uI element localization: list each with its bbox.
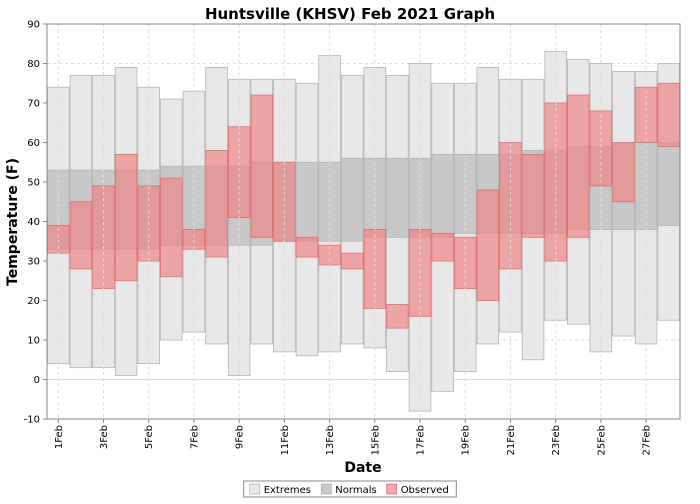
legend-swatch-observed (386, 483, 398, 495)
observed-bar (205, 149, 228, 258)
y-tick-label: 50 (27, 178, 40, 189)
normals-bar (386, 157, 409, 238)
normals-bar (431, 153, 454, 238)
x-tick-label: 15Feb (370, 425, 381, 455)
observed-bar (431, 232, 454, 262)
observed-bar (160, 177, 183, 278)
observed-bar (521, 153, 545, 238)
x-tick-label: 9Feb (235, 425, 246, 449)
legend: Extremes Normals Observed (243, 480, 457, 498)
x-tick-label: 11Feb (280, 425, 291, 455)
observed-bar (612, 142, 635, 203)
y-tick-label: 30 (27, 257, 40, 268)
observed-bar (340, 252, 364, 270)
x-tick-label: 23Feb (551, 425, 562, 455)
y-tick-label: 10 (27, 336, 40, 347)
y-axis-label: Temperature (F) (5, 158, 21, 286)
observed-bar (386, 304, 409, 329)
x-tick-label: 13Feb (325, 425, 336, 455)
x-tick-label: 5Feb (144, 425, 155, 449)
observed-series (47, 82, 680, 329)
x-tick-label: 7Feb (189, 425, 200, 449)
observed-bar (114, 153, 138, 282)
observed-bar (453, 236, 477, 290)
y-tick-label: 40 (27, 217, 40, 228)
y-tick-label: 60 (27, 138, 40, 149)
y-tick-label: 70 (27, 99, 40, 110)
observed-bar (92, 185, 115, 290)
legend-label-extremes: Extremes (264, 485, 311, 496)
normals-bar (295, 161, 319, 242)
y-tick-label: 20 (27, 296, 40, 307)
x-axis-label: Date (344, 460, 381, 476)
x-tick-label: 1Feb (54, 425, 65, 449)
x-tick-label: 21Feb (506, 425, 517, 455)
x-tick-label: 25Feb (596, 425, 607, 455)
y-tick-label: -10 (24, 415, 40, 426)
legend-label-observed: Observed (401, 485, 449, 496)
x-tick-label: 27Feb (642, 425, 653, 455)
plot-area: -10 0 10 20 30 40 50 60 70 80 90 1Feb 3Feb 5Feb 7Feb 9F… (24, 20, 681, 455)
chart-title: Huntsville (KHSV) Feb 2021 Graph (205, 5, 495, 23)
observed-bar (250, 94, 274, 238)
y-tick-label: 0 (34, 375, 40, 386)
plot-border (46, 23, 681, 420)
observed-bar (295, 236, 319, 258)
x-tick-label: 3Feb (99, 425, 110, 449)
legend-swatch-extremes (249, 483, 261, 495)
x-tick-label: 19Feb (461, 425, 472, 455)
legend-label-normals: Normals (335, 485, 376, 496)
y-tick-label: 80 (27, 59, 40, 70)
x-tick-label: 17Feb (416, 425, 427, 455)
normals-bar (657, 142, 680, 226)
observed-bar (567, 94, 590, 238)
legend-swatch-normals (320, 483, 332, 495)
legend-box (243, 480, 457, 498)
normals-bar (340, 157, 364, 242)
y-tick-label: 90 (27, 20, 40, 31)
observed-bar (69, 201, 93, 270)
observed-bar (476, 189, 500, 301)
observed-bar (657, 82, 680, 147)
